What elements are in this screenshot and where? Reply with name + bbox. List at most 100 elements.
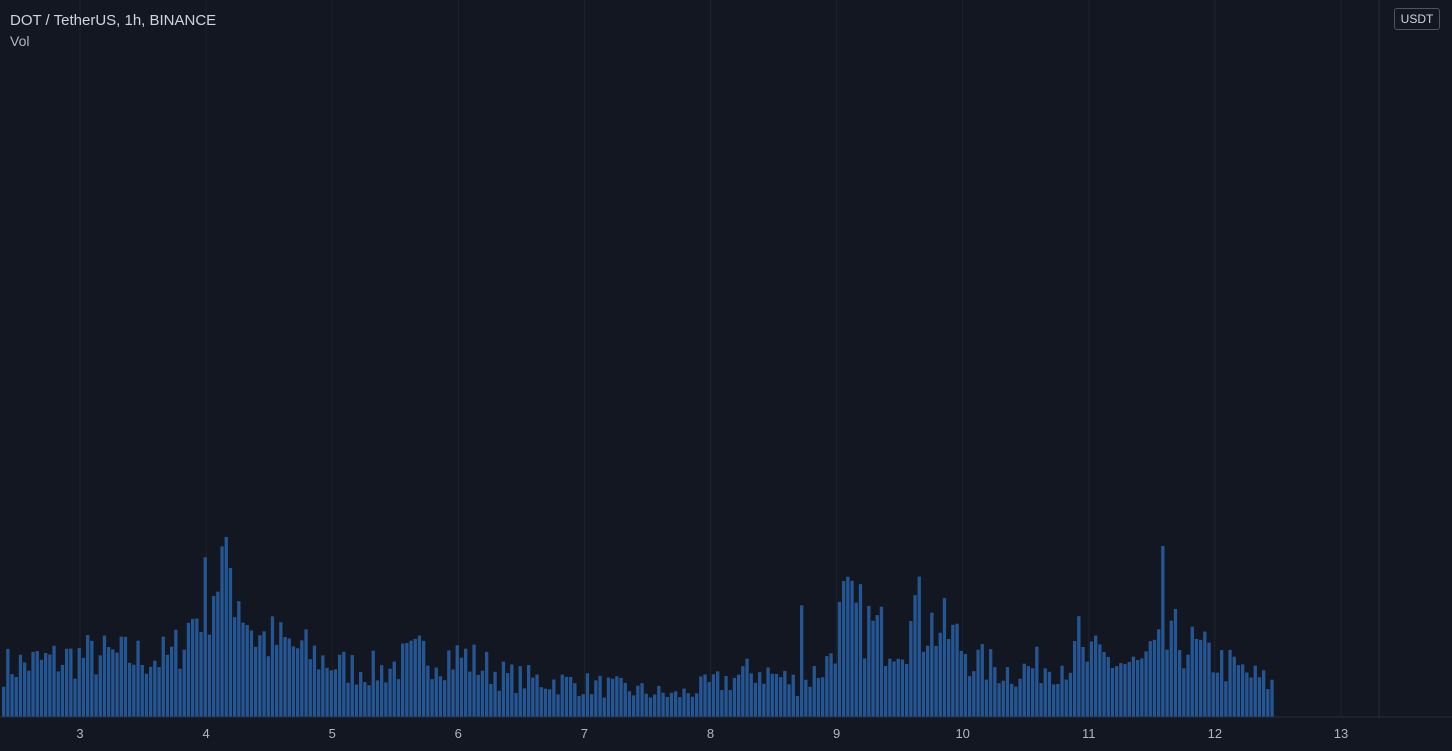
volume-bar (669, 692, 674, 717)
time-tick-label: 6 (455, 726, 462, 741)
volume-bar (489, 683, 493, 717)
volume-bar (178, 668, 182, 717)
volume-bar (90, 640, 94, 717)
volume-bar (1253, 665, 1257, 717)
volume-bar (44, 652, 48, 717)
currency-unit-button[interactable]: USDT (1394, 8, 1440, 30)
time-tick-label: 4 (202, 726, 209, 741)
volume-bar (144, 673, 149, 717)
volume-bar (149, 666, 153, 717)
volume-bar (1094, 635, 1098, 717)
volume-bar (1148, 641, 1152, 717)
volume-bar (1085, 661, 1089, 717)
volume-bar (762, 683, 766, 717)
volume-bar (254, 646, 258, 717)
volume-bar (14, 677, 18, 717)
volume-bar (1232, 656, 1236, 717)
volume-bar (606, 677, 611, 717)
volume-bar (863, 658, 867, 717)
volume-bar (854, 602, 858, 717)
volume-bar (661, 692, 665, 717)
volume-bar (1173, 609, 1178, 717)
volume-bar (690, 696, 695, 717)
volume-bar (821, 677, 825, 717)
volume-bar (535, 674, 539, 717)
volume-bar (1207, 642, 1211, 717)
volume-bar (594, 680, 598, 717)
volume-bar (132, 664, 136, 717)
volume-bar (409, 640, 413, 717)
volume-bar (506, 673, 510, 717)
volume-bar (867, 605, 871, 717)
volume-bar (220, 546, 224, 717)
volume-bar (1236, 665, 1241, 717)
volume-bar (203, 557, 207, 717)
volume-bar (354, 684, 359, 717)
volume-bar (31, 651, 35, 717)
volume-bar (1018, 678, 1022, 717)
volume-bar (48, 654, 52, 717)
volume-bar (917, 576, 921, 717)
volume-bar (321, 655, 325, 717)
volume-bar (119, 636, 123, 717)
volume-bar (543, 688, 548, 717)
volume-bar (779, 677, 783, 717)
volume-bar (632, 695, 636, 717)
symbol-title: DOT / TetherUS, 1h, BINANCE (10, 12, 217, 29)
volume-bar (1262, 670, 1266, 717)
volume-bar (1266, 689, 1270, 717)
volume-bar (501, 661, 506, 717)
time-tick-label: 9 (833, 726, 840, 741)
volume-bar (703, 674, 707, 717)
volume-bar (325, 667, 329, 717)
volume-bar (212, 596, 216, 717)
volume-bar (1102, 651, 1106, 717)
volume-bar (774, 673, 779, 717)
volume-bar (329, 670, 333, 717)
volume-bar (417, 635, 422, 717)
volume-bar (884, 666, 888, 717)
volume-bar (636, 685, 640, 717)
volume-bar (128, 662, 132, 717)
volume-bar (875, 615, 879, 717)
volume-bar (493, 671, 497, 717)
volume-bar (98, 655, 102, 717)
volume-bar (732, 677, 737, 717)
volume-bar (896, 658, 900, 717)
volume-bar (858, 584, 863, 717)
volume-bar (871, 620, 875, 717)
time-tick-label: 13 (1334, 726, 1348, 741)
volume-bar (396, 679, 401, 717)
volume-bar (619, 677, 623, 717)
volume-bar (1131, 656, 1136, 717)
volume-bar (1220, 650, 1224, 717)
volume-bar (1140, 658, 1144, 717)
time-tick-label: 5 (329, 726, 336, 741)
volume-bar (1136, 659, 1140, 717)
volume-bar (207, 634, 212, 717)
volume-bar (833, 663, 837, 717)
volume-bar (153, 660, 157, 717)
volume-bar (480, 670, 485, 717)
volume-bar (791, 674, 795, 717)
volume-bar (472, 644, 476, 717)
volume-bar (350, 655, 354, 717)
volume-bar (812, 666, 816, 717)
volume-bar (1215, 672, 1220, 717)
volume-bar (976, 649, 980, 717)
volume-bar (1001, 680, 1005, 717)
volume-bar (510, 664, 514, 717)
volume-bar (980, 644, 984, 717)
volume-bar (627, 691, 632, 717)
volume-bar (959, 650, 963, 717)
volume-bar (77, 648, 81, 717)
symbol-legend: DOT / TetherUS, 1h, BINANCE Vol (10, 11, 216, 51)
time-tick-label: 12 (1208, 726, 1222, 741)
volume-bar (52, 645, 56, 717)
volume-bar (283, 637, 287, 717)
volume-bar (728, 690, 732, 717)
volume-bar (224, 537, 228, 717)
time-tick-label: 7 (581, 726, 588, 741)
volume-bar (804, 679, 808, 717)
